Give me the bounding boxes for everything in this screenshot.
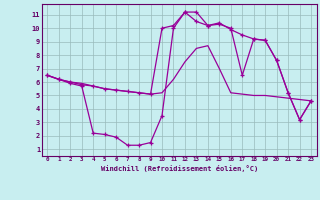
X-axis label: Windchill (Refroidissement éolien,°C): Windchill (Refroidissement éolien,°C) bbox=[100, 165, 258, 172]
